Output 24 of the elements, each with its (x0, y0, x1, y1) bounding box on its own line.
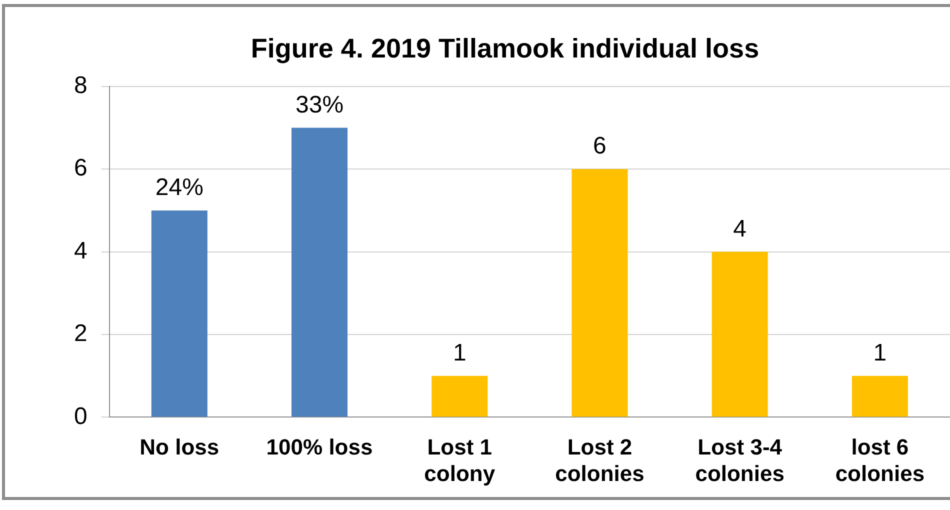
y-tick-label: 6 (74, 154, 88, 182)
bar (432, 376, 488, 417)
x-tick-label: lost 6 colonies (835, 434, 925, 486)
bar (572, 169, 628, 417)
data-label: 6 (593, 132, 606, 160)
data-label: 4 (733, 215, 747, 242)
y-tick-label: 0 (74, 402, 88, 430)
chart-title: Figure 4. 2019 Tillamook individual loss (250, 34, 760, 64)
x-tick-label: Lost 2 colonies (555, 434, 644, 486)
x-tick-label: Lost 3-4 colonies (695, 434, 784, 486)
bar (852, 376, 908, 417)
bar (291, 128, 348, 417)
x-tick-label: 100% loss (266, 434, 373, 460)
x-tick-label: No loss (140, 434, 220, 460)
y-tick-label: 8 (74, 72, 88, 100)
bar (151, 210, 208, 417)
annotation: 24% (155, 174, 204, 202)
bar (712, 252, 768, 417)
y-tick-label: 4 (74, 237, 88, 264)
y-tick-label: 2 (74, 320, 88, 348)
annotation: 33% (295, 91, 344, 118)
x-tick-label: Lost 1 colony (424, 434, 496, 486)
data-label: 1 (452, 339, 466, 366)
data-label: 1 (873, 339, 887, 366)
